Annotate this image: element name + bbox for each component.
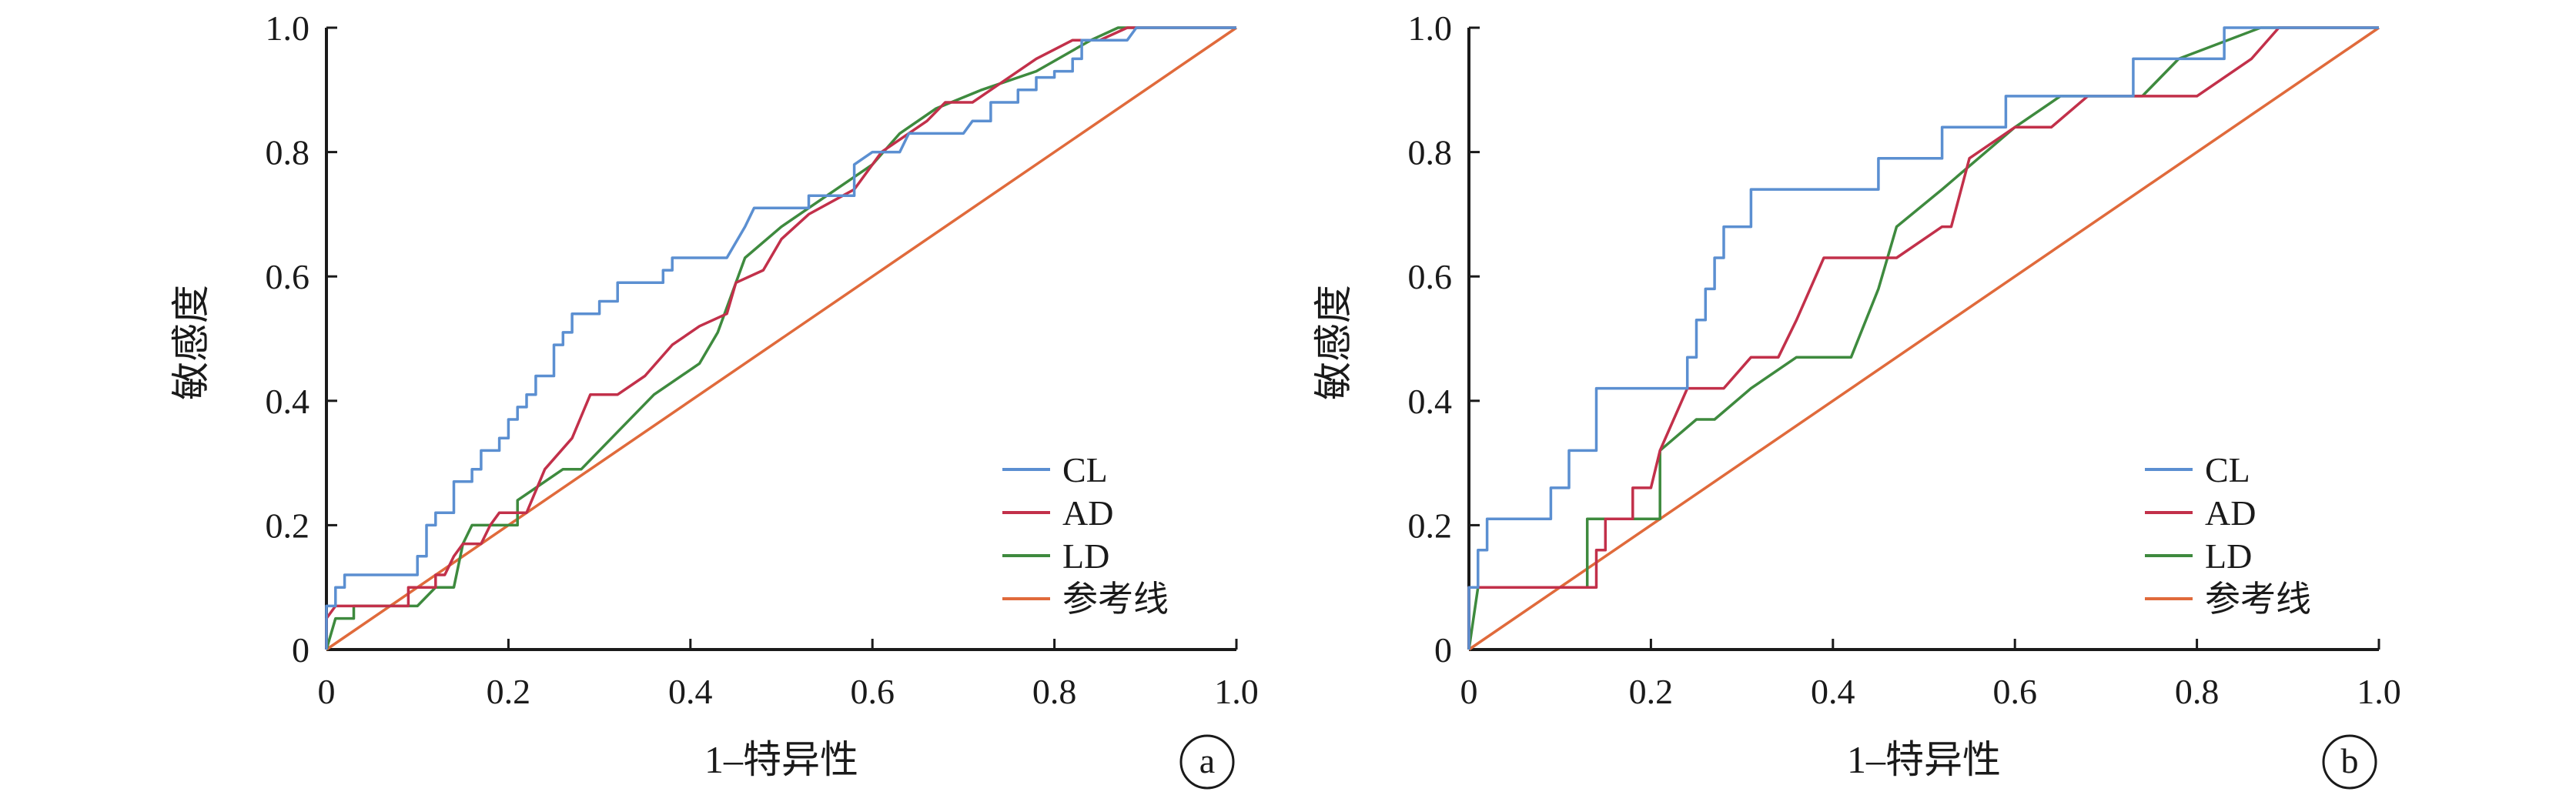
y-tick-label: 0.8 (266, 133, 310, 172)
chart-panel-a: 0 0.2 0.4 0.6 0.8 1.0 0 0.2 0.4 0.6 0.8 1.0 1–特异性 敏感度… (169, 8, 1259, 790)
x-tick-label: 0.2 (487, 672, 531, 711)
series-line-ad (325, 26, 1236, 650)
x-tick-label: 0.4 (668, 672, 713, 711)
x-tick-label: 0.6 (850, 672, 895, 711)
x-tick-label: 0.8 (2175, 672, 2220, 711)
legend-label: 参考线 (1062, 580, 1169, 619)
y-tick-label: 0.2 (1408, 506, 1453, 545)
legend-label: AD (2205, 493, 2256, 533)
y-tick-label: 0.6 (1408, 257, 1453, 296)
y-axis-title: 敏感度 (1312, 285, 1355, 400)
y-tick-label: 0.2 (266, 506, 310, 545)
x-tick-label: 0.4 (1811, 672, 1855, 711)
panel-letter-circle (1179, 734, 1235, 790)
x-axis-title: 1–特异性 (704, 738, 858, 781)
x-tick-label: 0 (1460, 672, 1478, 711)
x-tick-label: 1.0 (1214, 672, 1259, 711)
x-tick-label: 1.0 (2357, 672, 2401, 711)
y-tick-label: 1.0 (266, 8, 310, 48)
series-line-ad (1467, 26, 2379, 650)
x-axis-title: 1–特异性 (1847, 738, 2001, 781)
y-tick-label: 0.4 (1408, 382, 1453, 421)
x-tick-label: 0 (318, 672, 336, 711)
series-line-cl (1467, 26, 2379, 650)
legend-label: CL (1062, 450, 1108, 489)
y-tick-label: 0 (1434, 630, 1452, 670)
series-line-reference (1468, 26, 2380, 651)
legend-label: AD (1062, 493, 1113, 533)
y-tick-label: 0.4 (266, 382, 310, 421)
x-tick-label: 0.6 (1992, 672, 2037, 711)
panel-letter: a (1199, 741, 1215, 780)
panel-letter-circle (2322, 734, 2377, 790)
y-tick-label: 0 (292, 630, 309, 670)
panel-letter: b (2341, 741, 2359, 780)
legend-label: LD (2205, 536, 2252, 576)
y-axis-title: 敏感度 (169, 285, 212, 400)
legend-label: CL (2205, 450, 2250, 489)
series-line-cl (325, 26, 1236, 650)
x-tick-label: 0.8 (1032, 672, 1077, 711)
x-tick-label: 0.2 (1629, 672, 1674, 711)
series-line-reference (326, 26, 1237, 651)
y-tick-label: 1.0 (1408, 8, 1453, 48)
y-tick-label: 0.8 (1408, 133, 1453, 172)
y-tick-label: 0.6 (266, 257, 310, 296)
chart-panel-b: 0 0.2 0.4 0.6 0.8 1.0 0 0.2 0.4 0.6 0.8 1.0 1–特异性 敏感度… (1312, 8, 2401, 790)
legend-label: 参考线 (2205, 580, 2311, 619)
legend-label: LD (1062, 536, 1109, 576)
